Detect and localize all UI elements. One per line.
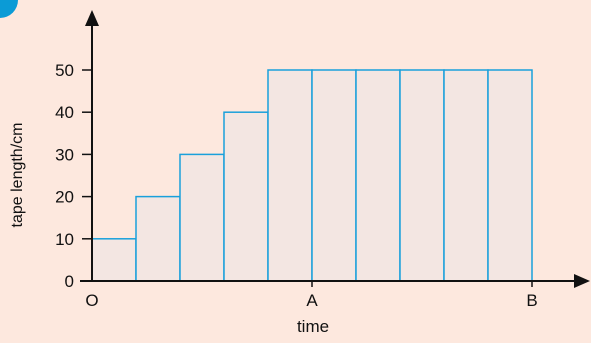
bar-10 (487, 69, 533, 282)
bar-9 (443, 69, 489, 282)
y-axis-arrow (85, 10, 99, 26)
y-tick-label: 0 (65, 272, 74, 291)
y-tick-label: 40 (55, 103, 74, 122)
bar-4 (223, 111, 269, 282)
x-axis-title: time (297, 317, 329, 336)
y-tick-label: 10 (55, 230, 74, 249)
y-tick-label: 20 (55, 188, 74, 207)
bar-6 (311, 69, 357, 282)
x-marker-B: B (526, 291, 537, 310)
y-tick-label: 30 (55, 145, 74, 164)
bar-3 (179, 153, 225, 282)
x-axis-arrow (574, 274, 590, 288)
x-marker-O: O (85, 291, 98, 310)
bar-8 (399, 69, 445, 282)
y-axis-title: tape length/cm (9, 123, 26, 228)
bar-5 (267, 69, 313, 282)
bar-2 (135, 195, 181, 282)
x-marker-A: A (306, 291, 318, 310)
y-ticks-group: 0 10 20 30 40 50 (55, 61, 92, 291)
bars-group (91, 69, 533, 282)
bar-1 (91, 238, 137, 282)
bar-7 (355, 69, 401, 282)
y-tick-label: 50 (55, 61, 74, 80)
